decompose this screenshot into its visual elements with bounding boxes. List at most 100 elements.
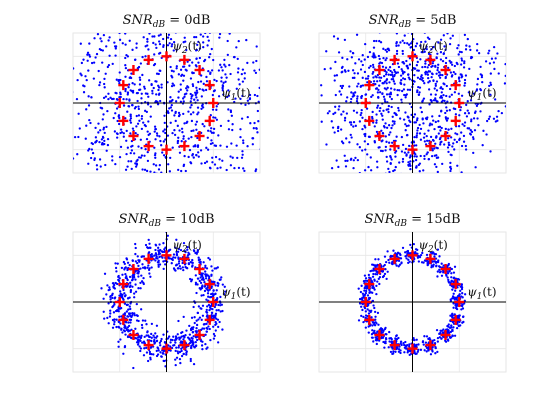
sample-point xyxy=(193,321,196,325)
sample-point xyxy=(412,140,415,143)
sample-point xyxy=(178,151,182,154)
sample-point xyxy=(442,94,445,97)
sample-point xyxy=(418,123,421,127)
sample-point xyxy=(450,75,454,78)
sample-point xyxy=(189,113,193,116)
sample-point xyxy=(200,318,203,321)
sample-point xyxy=(115,78,118,81)
sample-point xyxy=(148,267,151,270)
constellation-marker xyxy=(440,329,451,340)
sample-point xyxy=(177,247,181,251)
sample-point xyxy=(395,52,399,55)
sample-point xyxy=(376,166,379,169)
sample-point xyxy=(334,93,337,97)
sample-point xyxy=(93,158,96,162)
sample-point xyxy=(387,346,390,349)
constellation-marker xyxy=(204,279,215,290)
sample-point xyxy=(433,339,436,342)
sample-point xyxy=(186,248,189,251)
sample-point xyxy=(158,341,162,344)
sample-point xyxy=(470,95,473,98)
sample-point xyxy=(118,71,121,74)
sample-point xyxy=(124,294,127,297)
sample-point xyxy=(159,51,162,55)
sample-point xyxy=(361,63,364,67)
sample-point xyxy=(403,70,406,74)
sample-point xyxy=(118,315,121,318)
sample-point xyxy=(190,103,193,107)
sample-point xyxy=(378,91,382,94)
sample-point xyxy=(207,295,210,298)
sample-point xyxy=(440,126,443,130)
sample-point xyxy=(458,293,461,296)
sample-point xyxy=(221,328,224,331)
sample-point xyxy=(449,37,452,40)
sample-point xyxy=(393,88,396,91)
sample-point xyxy=(159,99,162,103)
sample-point xyxy=(376,263,379,267)
constellation-marker xyxy=(128,329,139,340)
sample-point xyxy=(413,80,416,83)
sample-point xyxy=(446,117,449,120)
sample-point xyxy=(460,285,463,288)
sample-point xyxy=(441,87,444,91)
sample-point xyxy=(453,298,456,301)
sample-point xyxy=(334,111,337,114)
sample-point xyxy=(134,252,137,256)
sample-point xyxy=(237,39,240,43)
sample-point xyxy=(162,260,165,263)
sample-point xyxy=(96,33,100,36)
sample-point xyxy=(434,142,437,145)
sample-point xyxy=(252,61,255,64)
sample-point xyxy=(196,283,199,286)
sample-point xyxy=(373,288,376,291)
sample-point xyxy=(373,125,376,128)
sample-point xyxy=(371,321,375,324)
sample-point xyxy=(139,78,142,82)
sample-point xyxy=(171,258,174,262)
sample-point xyxy=(201,284,204,287)
constellation-marker xyxy=(360,98,371,108)
sample-point xyxy=(397,106,400,110)
sample-point xyxy=(86,53,89,56)
sample-point xyxy=(126,261,130,264)
constellation-marker xyxy=(450,314,461,325)
sample-point xyxy=(233,166,236,170)
sample-point xyxy=(196,99,199,102)
sample-point xyxy=(354,124,357,127)
sample-point xyxy=(420,261,424,264)
sample-point xyxy=(373,324,377,327)
sample-point xyxy=(488,84,491,88)
sample-point xyxy=(166,337,170,340)
sample-point xyxy=(224,80,227,83)
sample-point xyxy=(448,87,452,91)
sample-point xyxy=(448,59,451,63)
sample-point xyxy=(152,86,155,90)
sample-point xyxy=(363,58,366,61)
sample-point xyxy=(195,153,198,157)
sample-point xyxy=(90,61,94,65)
sample-point xyxy=(482,129,485,132)
sample-point xyxy=(130,72,133,75)
sample-point xyxy=(475,49,479,52)
sample-point xyxy=(139,267,142,270)
sample-point xyxy=(418,132,422,135)
sample-point xyxy=(204,264,207,267)
sample-point xyxy=(241,68,245,71)
sample-point xyxy=(172,70,175,73)
sample-point xyxy=(121,273,124,276)
sample-point xyxy=(126,146,129,149)
sample-point xyxy=(391,141,394,144)
sample-point xyxy=(128,335,131,339)
sample-point xyxy=(108,36,111,39)
sample-point xyxy=(406,88,410,91)
sample-point xyxy=(137,336,140,339)
sample-point xyxy=(170,109,174,112)
sample-point xyxy=(158,263,162,266)
sample-point xyxy=(89,121,92,125)
constellation-marker xyxy=(425,141,436,152)
sample-point xyxy=(203,59,206,63)
sample-point xyxy=(124,43,127,46)
sample-point xyxy=(254,71,258,74)
sample-point xyxy=(162,37,165,41)
